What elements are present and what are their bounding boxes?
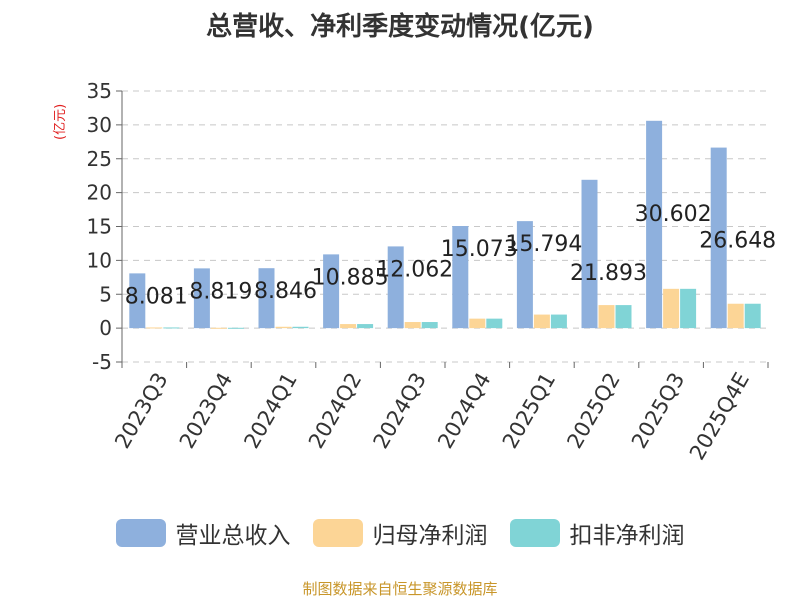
legend-label-net-profit: 归母净利润 <box>372 523 488 549</box>
y-tick-label: 30 <box>87 113 112 137</box>
data-label: 21.893 <box>570 261 647 286</box>
bar-deducted-profit <box>680 288 697 329</box>
bar-revenue <box>710 147 727 329</box>
x-tick-label: 2024Q1 <box>239 369 301 453</box>
bar-deducted-profit <box>227 327 244 329</box>
bar-revenue <box>129 273 146 329</box>
bar-deducted-profit <box>421 322 438 329</box>
bar-deducted-profit <box>163 327 180 329</box>
data-label: 26.648 <box>699 229 776 254</box>
chart-title: 总营收、净利季度变动情况(亿元) <box>206 12 594 42</box>
y-tick-label: 5 <box>99 282 112 306</box>
bar-net-profit <box>533 314 550 329</box>
legend-label-revenue: 营业总收入 <box>175 523 291 549</box>
bar-revenue <box>516 221 533 329</box>
bar-net-profit <box>340 324 357 329</box>
bar-revenue <box>258 268 275 329</box>
bar-net-profit <box>146 327 163 329</box>
data-label: 10.885 <box>312 265 389 290</box>
legend-swatch-net-profit <box>312 519 363 547</box>
legend-swatch-deducted-profit <box>509 519 560 547</box>
y-tick-label: 15 <box>87 215 112 239</box>
x-tick-label: 2025Q3 <box>627 369 689 453</box>
bar-net-profit <box>469 318 486 329</box>
bar-net-profit <box>663 288 680 329</box>
bar-net-profit <box>727 303 744 329</box>
data-label: 8.819 <box>189 279 252 304</box>
data-source-note: 制图数据来自恒生聚源数据库 <box>302 580 498 598</box>
data-label: 15.794 <box>505 232 582 257</box>
y-tick-label: 0 <box>99 316 112 340</box>
x-tick-label: 2025Q2 <box>562 369 624 453</box>
bar-revenue <box>646 120 663 329</box>
y-tick-label: 20 <box>87 181 112 205</box>
bar-revenue <box>452 226 469 329</box>
x-tick-label: 2023Q3 <box>110 369 172 453</box>
legend: 营业总收入 归母净利润 扣非净利润 <box>0 516 800 550</box>
data-label: 30.602 <box>635 202 712 227</box>
bar-deducted-profit <box>292 326 309 329</box>
y-tick-label: -5 <box>92 350 112 374</box>
x-tick-label: 2024Q4 <box>433 369 495 453</box>
bar-net-profit <box>210 327 227 329</box>
data-label: 12.062 <box>376 257 453 282</box>
data-label: 8.846 <box>254 279 317 304</box>
bar-net-profit <box>598 305 615 329</box>
legend-swatch-revenue <box>115 519 166 547</box>
bar-net-profit <box>275 326 292 329</box>
x-tick-label: 2025Q1 <box>498 369 560 453</box>
bar-deducted-profit <box>744 303 761 329</box>
bar-revenue <box>193 268 210 329</box>
legend-item-revenue[interactable]: 营业总收入 <box>115 516 291 550</box>
x-tick-label: 2024Q3 <box>369 369 431 453</box>
x-tick-label: 2025Q4E <box>685 369 754 465</box>
y-tick-label: 25 <box>87 147 112 171</box>
y-tick-label: 35 <box>87 79 112 103</box>
bar-deducted-profit <box>550 314 567 329</box>
data-label: 15.073 <box>441 237 518 262</box>
y-tick-label: 10 <box>87 248 112 272</box>
bar-revenue <box>323 254 340 329</box>
bar-deducted-profit <box>486 318 503 329</box>
bar-revenue <box>581 179 598 329</box>
legend-item-net-profit[interactable]: 归母净利润 <box>312 516 488 550</box>
data-label: 8.081 <box>125 284 188 309</box>
legend-label-deducted-profit: 扣非净利润 <box>569 523 685 549</box>
x-tick-label: 2024Q2 <box>304 369 366 453</box>
legend-item-deducted-profit[interactable]: 扣非净利润 <box>509 516 685 550</box>
x-tick-label: 2023Q4 <box>175 369 237 453</box>
bar-revenue <box>387 246 404 329</box>
bar-net-profit <box>404 322 421 329</box>
bar-deducted-profit <box>357 324 374 329</box>
bar-deducted-profit <box>615 305 632 329</box>
